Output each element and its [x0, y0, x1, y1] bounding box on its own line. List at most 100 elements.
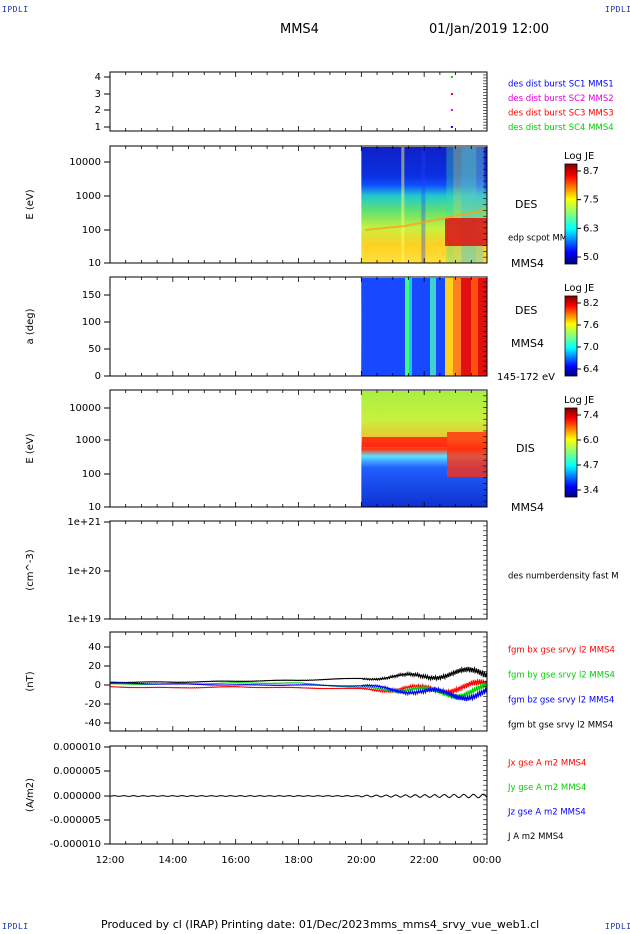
y-tick-label-fgm: -20 — [85, 699, 101, 710]
y-tick-label-current: -0.000005 — [50, 815, 101, 826]
current-legend-0: Jx gse A m2 MMS4 — [507, 759, 586, 769]
colorbar-title-dis_energy: Log JE — [564, 395, 594, 406]
scpot-line — [364, 209, 488, 231]
colorbar-tick-label-dis_energy: 3.4 — [583, 485, 599, 496]
fgm-legend-0: fgm bx gse srvy l2 MMS4 — [508, 646, 615, 656]
x-tick-label: 16:00 — [221, 855, 250, 866]
burst-point — [450, 93, 453, 95]
y-tick-label-des_energy: 100 — [82, 225, 101, 236]
colorbar-des_pitch — [564, 295, 578, 377]
des-pitch-streak — [445, 278, 453, 376]
fgm-legend-1: fgm by gse srvy l2 MMS4 — [508, 671, 615, 681]
dis-energy-mms-label: MMS4 — [511, 501, 544, 514]
footer-filename: mms_mms4_srvy_vue_web1.cl — [370, 918, 540, 931]
y-axis-label-des_pitch: a (deg) — [25, 308, 36, 344]
des-pitch-streak — [409, 278, 412, 376]
colorbar-tick-label-des_pitch: 8.2 — [583, 298, 599, 309]
y-axis-label-dis_energy: E (eV) — [25, 433, 36, 463]
dis-energy-label: DIS — [516, 442, 535, 455]
corner-label-tr: IPDLI — [605, 5, 630, 14]
dis-red-band — [362, 437, 447, 447]
burst-point — [450, 109, 453, 111]
des-pitch-streak — [430, 278, 436, 376]
colorbar-title-des_energy: Log JE — [564, 151, 594, 162]
fgm-series-line — [109, 682, 488, 702]
fgm-series-line — [109, 665, 488, 684]
y-tick-label-density: 1e+21 — [67, 517, 101, 528]
y-tick-label-dis_energy: 10 — [88, 502, 101, 513]
footer-credit: Produced by cl (IRAP) — [101, 918, 219, 931]
des-pitch-streak — [405, 278, 409, 376]
y-axis-label-current: (A/m2) — [25, 778, 36, 812]
x-tick-label: 12:00 — [96, 855, 125, 866]
y-tick-label-dis_energy: 100 — [82, 469, 101, 480]
y-tick-label-current: 0.000000 — [53, 791, 101, 802]
footer-printing-date: Printing date: 01/Dec/2023 — [221, 918, 370, 931]
x-tick-label: 22:00 — [410, 855, 439, 866]
colorbar-tick-label-dis_energy: 4.7 — [583, 460, 599, 471]
y-axis-label-des_energy: E (eV) — [25, 189, 36, 219]
y-axis-label-fgm: (nT) — [25, 671, 36, 691]
burst-legend-2: des dist burst SC2 MMS2 — [508, 94, 614, 104]
colorbar-tick-label-des_energy: 7.5 — [583, 195, 599, 206]
y-tick-label-burst: 1 — [95, 122, 101, 133]
colorbar-title-des_pitch: Log JE — [564, 283, 594, 294]
x-tick-label: 14:00 — [158, 855, 187, 866]
y-tick-label-density: 1e+19 — [67, 614, 101, 625]
panel-frame-density — [109, 520, 488, 620]
burst-legend-3: des dist burst SC3 MMS3 — [508, 109, 614, 119]
des-pitch-label: DES — [515, 304, 537, 317]
burst-point — [450, 126, 453, 128]
y-tick-label-burst: 4 — [95, 72, 101, 83]
y-tick-label-des_energy: 10 — [88, 258, 101, 269]
colorbar-dis_energy — [564, 407, 578, 498]
corner-label-br: IPDLI — [605, 922, 630, 931]
current-legend-3: J A m2 MMS4 — [507, 832, 564, 842]
corner-label-bl: IPDLI — [2, 922, 29, 931]
y-tick-label-des_pitch: 150 — [82, 290, 101, 301]
y-tick-label-dis_energy: 1000 — [76, 435, 101, 446]
fgm-legend-3: fgm bt gse srvy l2 MMS4 — [508, 721, 613, 731]
y-tick-label-current: -0.000010 — [50, 839, 101, 850]
panel-frame-current — [109, 745, 488, 845]
x-tick-label: 18:00 — [284, 855, 313, 866]
y-tick-label-fgm: 40 — [88, 642, 101, 653]
y-tick-label-des_energy: 1000 — [76, 191, 101, 202]
burst-legend-1: des dist burst SC1 MMS1 — [508, 80, 614, 90]
colorbar-tick-label-des_energy: 6.3 — [583, 223, 599, 234]
corner-label-tl: IPDLI — [2, 5, 29, 14]
colorbar-tick-label-des_energy: 5.0 — [583, 252, 599, 263]
des-pitch-streak — [478, 278, 487, 376]
panel-frame-burst — [109, 71, 488, 132]
y-tick-label-des_pitch: 100 — [82, 317, 101, 328]
colorbar-tick-label-des_energy: 8.7 — [583, 166, 599, 177]
des-energy-mms-label: MMS4 — [511, 257, 544, 270]
des-pitch-mms-label: MMS4 — [511, 337, 544, 350]
y-tick-label-des_pitch: 50 — [88, 344, 101, 355]
des-pitch-streak — [461, 278, 471, 376]
edp-scpot-label: edp scpot MMS4 — [508, 234, 578, 244]
y-tick-label-burst: 2 — [95, 105, 101, 116]
x-tick-label: 00:00 — [473, 855, 502, 866]
y-tick-label-fgm: -40 — [85, 718, 101, 729]
burst-point — [450, 76, 453, 78]
des-energy-hot-region — [445, 218, 487, 246]
des-pitch-energy-range: 145-172 eV — [497, 372, 555, 383]
current-series-line — [109, 793, 488, 799]
current-legend-1: Jy gse A m2 MMS4 — [507, 783, 586, 793]
des-energy-label: DES — [515, 198, 537, 211]
des-pitch-streak — [453, 278, 461, 376]
y-tick-label-des_pitch: 0 — [95, 371, 101, 382]
y-tick-label-dis_energy: 10000 — [69, 403, 101, 414]
y-tick-label-fgm: 20 — [88, 661, 101, 672]
y-tick-label-fgm: 0 — [95, 680, 101, 691]
burst-legend-4: des dist burst SC4 MMS4 — [508, 123, 614, 133]
y-tick-label-current: 0.000005 — [53, 766, 101, 777]
des-energy-spectrogram-streak — [401, 147, 405, 263]
y-axis-label-density: (cm^-3) — [25, 549, 36, 590]
y-tick-label-des_energy: 10000 — [69, 157, 101, 168]
colorbar-tick-label-des_pitch: 6.4 — [583, 364, 599, 375]
y-tick-label-current: 0.000010 — [53, 742, 101, 753]
colorbar-tick-label-dis_energy: 7.4 — [583, 410, 599, 421]
